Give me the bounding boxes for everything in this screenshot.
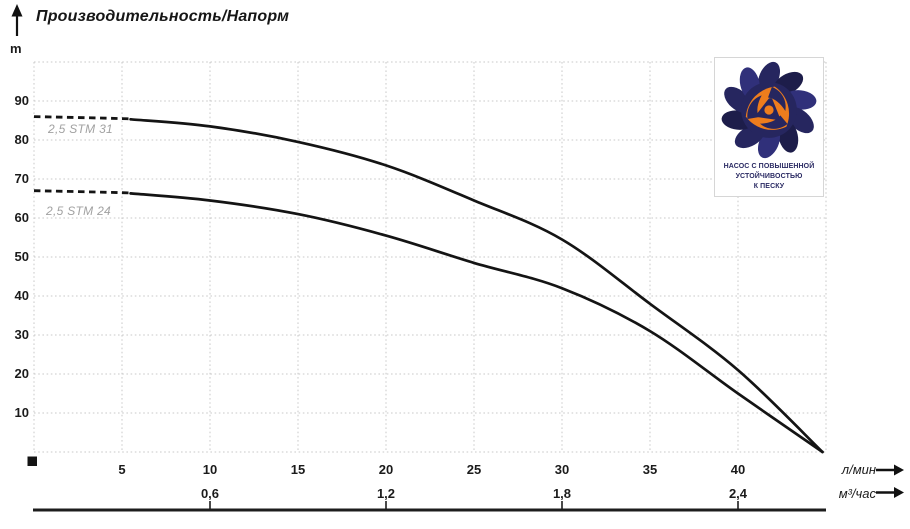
curve-label-stm24: 2,5 STM 24: [46, 204, 112, 218]
y-axis-up-arrow-icon: [11, 4, 23, 36]
badge-text-line-2: УСТОЙЧИВОСТЬЮ: [735, 173, 803, 181]
y-axis-tick-label: 50: [14, 249, 29, 264]
x-axis-unit-m3h: м³/час: [838, 486, 876, 501]
sand-resistant-pump-badge: НАСОС С ПОВЫШЕННОЙ УСТОЙЧИВОСТЬЮ К ПЕСКУ: [714, 57, 824, 197]
x-axis-tick-label-lmin: 40: [730, 462, 746, 477]
x-axis-tick-label-m3h: 1,2: [376, 486, 396, 501]
lmin-axis-arrow-icon: [876, 464, 904, 476]
curve-label-stm31: 2,5 STM 31: [48, 122, 114, 136]
curve-dashed-stm24: [33, 189, 134, 195]
x-axis-tick-label-lmin: 20: [378, 462, 394, 477]
x-axis-tick-label-lmin: 10: [202, 462, 218, 477]
y-axis-tick-label: 70: [14, 171, 29, 186]
x-axis-tick-label-lmin: 15: [290, 462, 306, 477]
grid-lines: [33, 61, 827, 453]
curve-dashed-stm31: [33, 115, 134, 121]
badge-text-line-3: К ПЕСКУ: [753, 183, 785, 191]
x-axis-tick-label-m3h: 2,4: [728, 486, 748, 501]
curve-stm24: [129, 192, 824, 454]
m3h-axis-arrow-icon: [876, 487, 904, 498]
x-axis-tick-label-m3h: 1,8: [552, 486, 572, 501]
x-axis-tick-label-lmin: 30: [554, 462, 570, 477]
chart-title: Производительность/Напорм: [36, 8, 290, 25]
y-axis-tick-label: 90: [14, 93, 29, 108]
y-axis-tick-label: 80: [14, 132, 29, 147]
sand-resistance-logo-icon: [721, 61, 817, 159]
y-axis-tick-label: 20: [14, 366, 29, 381]
badge-text-line-1: НАСОС С ПОВЫШЕННОЙ: [723, 163, 815, 170]
x-axis-unit-lmin: л/мин: [841, 462, 876, 477]
y-axis-tick-label: 30: [14, 327, 29, 342]
y-axis-unit-label: m: [10, 41, 22, 56]
y-axis-tick-label: 10: [14, 405, 29, 420]
y-axis-tick-label: 60: [14, 210, 29, 225]
curve-stm31: [129, 117, 824, 454]
origin-marker: [27, 456, 37, 466]
y-axis-tick-label: 40: [14, 288, 29, 303]
x-axis-tick-label-lmin: 5: [118, 462, 126, 477]
x-axis-tick-label-lmin: 25: [466, 462, 482, 477]
x-axis-tick-label-m3h: 0,6: [200, 486, 220, 501]
x-axis-tick-label-lmin: 35: [642, 462, 658, 477]
